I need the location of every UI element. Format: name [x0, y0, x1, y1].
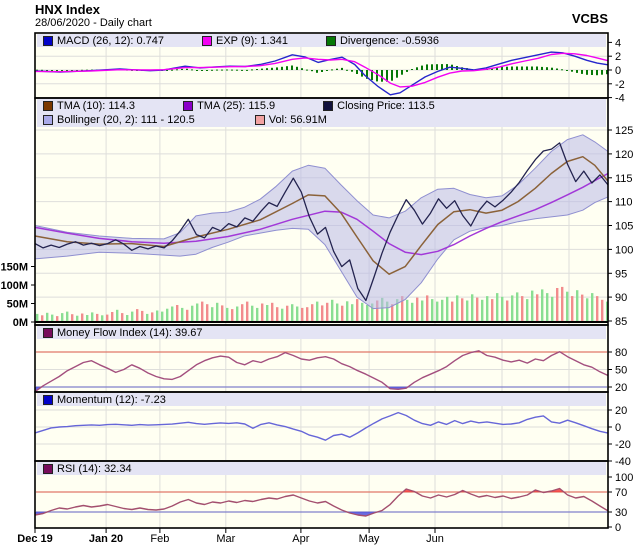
- x-axis-label: Jan 20: [88, 533, 124, 545]
- svg-text:125: 125: [615, 125, 633, 137]
- macd-legend-label: MACD (26, 12): 0.747: [57, 34, 164, 47]
- svg-text:150M: 150M: [0, 262, 28, 274]
- svg-text:100M: 100M: [0, 280, 28, 292]
- tma25-swatch-icon: [183, 101, 194, 111]
- svg-text:20: 20: [615, 382, 627, 394]
- svg-text:80: 80: [615, 347, 627, 359]
- svg-text:120: 120: [615, 149, 633, 161]
- svg-text:0: 0: [615, 522, 621, 534]
- x-axis-label: May: [358, 533, 380, 545]
- x-axis-label: Apr: [292, 533, 310, 545]
- chart-subtitle: 28/06/2020 - Daily chart: [35, 17, 152, 29]
- divergence-legend-label: Divergence: -0.5936: [339, 34, 440, 47]
- rsi-swatch-icon: [43, 463, 53, 474]
- tma25-legend-label: TMA (25): 115.9: [197, 100, 276, 112]
- volume-legend-label: Vol: 56.91M: [268, 114, 327, 126]
- x-axis-label: Mar: [216, 533, 236, 545]
- brand-logo: VCBS: [571, 11, 608, 26]
- x-axis-label: Jun: [426, 533, 444, 545]
- bollinger-legend-label: Bollinger (20, 2): 111 - 120.5: [57, 114, 195, 126]
- mfi-swatch-icon: [43, 327, 53, 338]
- svg-text:115: 115: [615, 173, 633, 185]
- divergence-swatch-icon: [325, 35, 336, 46]
- svg-text:70: 70: [615, 487, 627, 499]
- svg-text:4: 4: [615, 37, 621, 49]
- x-axis-label: Feb: [150, 533, 170, 545]
- closing-legend-label: Closing Price: 113.5: [337, 100, 435, 112]
- macd-legend: MACD (26, 12): 0.747 EXP (9): 1.341 Dive…: [37, 34, 606, 47]
- momentum-swatch-icon: [43, 394, 53, 405]
- svg-text:-20: -20: [615, 439, 631, 451]
- bollinger-swatch-icon: [43, 115, 53, 125]
- tma10-legend-label: TMA (10): 114.3: [57, 100, 136, 112]
- svg-text:105: 105: [615, 221, 633, 233]
- exp-swatch-icon: [202, 35, 212, 46]
- svg-text:20: 20: [615, 405, 627, 417]
- svg-text:100: 100: [615, 244, 633, 256]
- mfi-legend-label: Money Flow Index (14): 39.67: [57, 326, 203, 339]
- svg-text:90: 90: [615, 292, 627, 304]
- exp-legend-label: EXP (9): 1.341: [216, 34, 288, 47]
- macd-swatch-icon: [43, 35, 53, 46]
- x-axis-label: Dec 19: [17, 533, 53, 545]
- svg-text:50M: 50M: [7, 299, 28, 311]
- x-axis: Dec 19 Jan 20 Feb Mar Apr May Jun: [0, 533, 640, 549]
- rsi-legend-label: RSI (14): 32.34: [57, 462, 132, 475]
- mfi-legend: Money Flow Index (14): 39.67: [37, 326, 606, 339]
- momentum-legend-label: Momentum (12): -7.23: [57, 393, 166, 406]
- svg-text:0M: 0M: [13, 317, 28, 329]
- closing-swatch-icon: [323, 101, 334, 111]
- page-title: HNX Index: [35, 2, 101, 17]
- momentum-legend: Momentum (12): -7.23: [37, 393, 606, 406]
- svg-text:0: 0: [615, 422, 621, 434]
- tma10-swatch-icon: [43, 101, 53, 111]
- volume-swatch-icon: [254, 115, 265, 125]
- svg-text:0: 0: [615, 65, 621, 77]
- svg-text:-40: -40: [615, 456, 631, 468]
- svg-text:110: 110: [615, 197, 633, 209]
- svg-text:100: 100: [615, 472, 633, 484]
- svg-text:50: 50: [615, 365, 627, 377]
- svg-text:95: 95: [615, 268, 627, 280]
- price-legend: TMA (10): 114.3 TMA (25): 115.9 Closing …: [37, 99, 606, 127]
- svg-text:30: 30: [615, 507, 627, 519]
- svg-text:85: 85: [615, 316, 627, 328]
- svg-text:-2: -2: [615, 79, 625, 91]
- rsi-legend: RSI (14): 32.34: [37, 462, 606, 475]
- svg-text:-4: -4: [615, 93, 625, 105]
- svg-text:2: 2: [615, 51, 621, 63]
